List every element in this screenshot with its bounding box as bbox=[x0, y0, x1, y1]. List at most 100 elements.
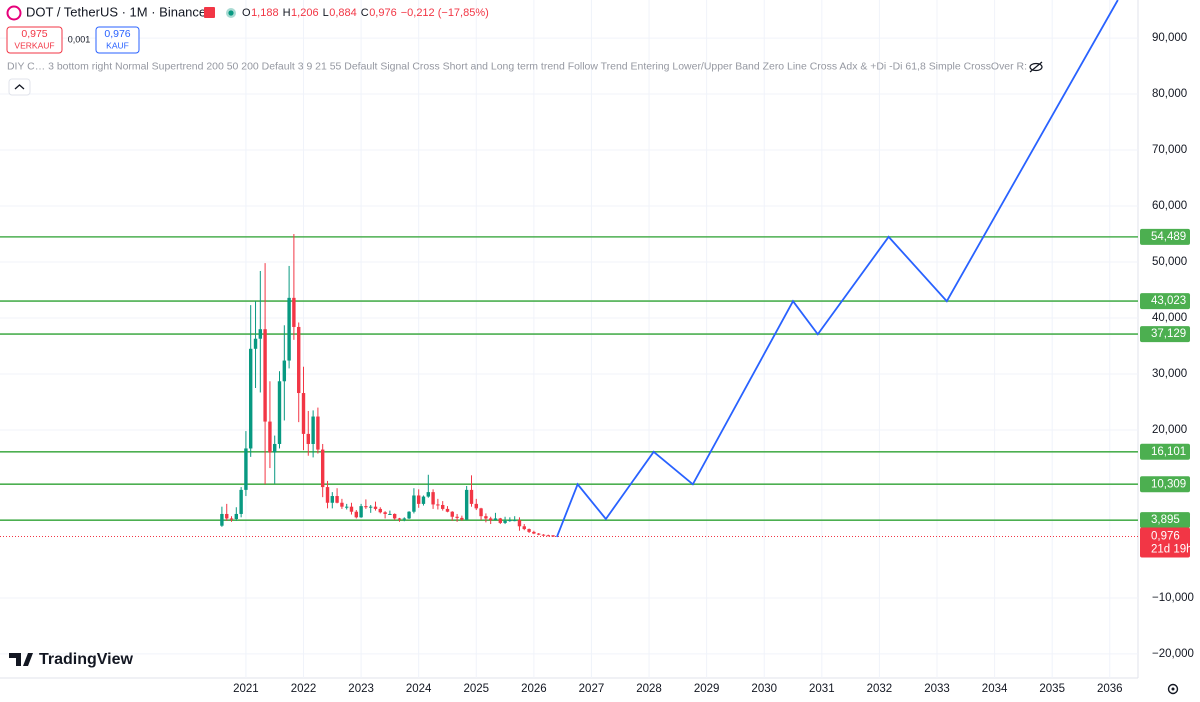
x-tick-label: 2028 bbox=[636, 683, 662, 695]
x-tick-label: 2031 bbox=[809, 683, 835, 695]
flag-icon[interactable] bbox=[204, 7, 215, 18]
level-label: 16,101 bbox=[1151, 446, 1186, 458]
candle-body bbox=[340, 502, 344, 507]
level-label-box bbox=[1140, 443, 1190, 460]
candle-body bbox=[445, 508, 450, 512]
symbol-icon bbox=[6, 5, 22, 21]
x-tick-label: 2034 bbox=[982, 683, 1008, 695]
candle-body bbox=[392, 513, 397, 519]
watermark-text: TradingView bbox=[39, 651, 134, 668]
visibility-icon[interactable] bbox=[1029, 61, 1043, 73]
candle-body bbox=[263, 329, 267, 422]
candle-body bbox=[431, 492, 435, 505]
x-tick-label: 2026 bbox=[521, 683, 547, 695]
candle-body bbox=[297, 326, 301, 394]
quote: O 1,188 H 1,206 L 0,884 C 0,976 −0,212 (−17,85%) bbox=[242, 7, 489, 19]
candle-body bbox=[522, 526, 526, 530]
candle-body bbox=[369, 506, 373, 508]
candle-body bbox=[488, 518, 493, 521]
quote-value: 1,188 bbox=[251, 7, 279, 19]
candle-body bbox=[325, 487, 330, 503]
candle-body bbox=[412, 495, 416, 512]
collapse-icon bbox=[14, 84, 25, 90]
watermark: TradingView bbox=[9, 651, 134, 668]
candle-body bbox=[416, 495, 421, 504]
last-price-countdown: 21d 19h bbox=[1151, 544, 1193, 556]
x-tick-label: 2029 bbox=[694, 683, 720, 695]
level-label: 37,129 bbox=[1151, 328, 1186, 340]
candle-body bbox=[532, 531, 536, 534]
candle-body bbox=[469, 489, 474, 504]
quote-key: O bbox=[242, 7, 251, 19]
x-tick-label: 2035 bbox=[1039, 683, 1065, 695]
x-tick-label: 2025 bbox=[463, 683, 489, 695]
candle-body bbox=[349, 506, 354, 512]
symbol-title: DOT / TetherUS · 1M · Binance bbox=[26, 4, 206, 19]
candle-body bbox=[378, 508, 382, 513]
candle-body bbox=[229, 518, 234, 520]
x-tick-label: 2021 bbox=[233, 683, 259, 695]
y-tick-label: 30,000 bbox=[1152, 368, 1187, 380]
candle-body bbox=[426, 492, 431, 497]
candle-body bbox=[436, 504, 440, 506]
grid bbox=[0, 0, 1138, 678]
candle-body bbox=[546, 535, 550, 537]
x-tick-label: 2022 bbox=[291, 683, 317, 695]
candle-body bbox=[407, 511, 411, 519]
candle-body bbox=[301, 393, 306, 434]
candle-body bbox=[354, 511, 359, 518]
x-tick-label: 2027 bbox=[579, 683, 605, 695]
candle-body bbox=[292, 297, 296, 327]
buy-button[interactable] bbox=[95, 26, 140, 54]
eye-slash bbox=[1029, 61, 1043, 73]
quote-value: 0,884 bbox=[329, 7, 357, 19]
y-tick-label: 60,000 bbox=[1152, 200, 1187, 212]
settings-icon[interactable] bbox=[1167, 683, 1179, 695]
level-label: 10,309 bbox=[1151, 478, 1186, 490]
plot-area bbox=[0, 0, 1138, 538]
quote-change: −0,212 (−17,85%) bbox=[401, 7, 489, 19]
collapse-button[interactable] bbox=[8, 78, 31, 96]
candle-body bbox=[373, 506, 378, 509]
candle-body bbox=[397, 518, 402, 520]
candle-body bbox=[455, 516, 459, 518]
level-label: 54,489 bbox=[1151, 231, 1186, 243]
axes: 90,000 80,000 70,000 60,000 50,000 40,000 30,0… bbox=[233, 32, 1194, 695]
x-tick-label: 2024 bbox=[406, 683, 432, 695]
y-tick-label: 50,000 bbox=[1152, 256, 1187, 268]
candle-body bbox=[508, 520, 512, 522]
x-tick-label: 2023 bbox=[348, 683, 374, 695]
quote-key: H bbox=[283, 7, 291, 19]
candle-body bbox=[383, 512, 387, 514]
sell-button[interactable] bbox=[6, 26, 63, 54]
level-label-box bbox=[1140, 228, 1190, 245]
candle-body bbox=[330, 496, 335, 503]
level-label-box bbox=[1140, 293, 1190, 310]
candle-body bbox=[273, 443, 277, 453]
candle-body bbox=[225, 513, 229, 519]
sell-label: VERKAUF bbox=[14, 40, 54, 50]
candle-body bbox=[450, 511, 454, 517]
candle-body bbox=[503, 520, 507, 523]
y-tick-label: 20,000 bbox=[1152, 424, 1187, 436]
quote-value: 1,206 bbox=[291, 7, 319, 19]
x-tick-label: 2032 bbox=[867, 683, 893, 695]
settings-icon-center bbox=[1171, 687, 1175, 691]
y-tick-label: 40,000 bbox=[1152, 312, 1187, 324]
spread: 0,001 bbox=[68, 34, 91, 44]
candle-body bbox=[253, 338, 258, 349]
candle-body bbox=[316, 416, 320, 450]
indicator-text: DIY C… 3 bottom right Normal Supertrend … bbox=[7, 62, 1027, 73]
x-tick-label: 2033 bbox=[924, 683, 950, 695]
projection-line bbox=[556, 0, 1119, 538]
candle-body bbox=[244, 448, 248, 490]
candle-body bbox=[248, 348, 253, 449]
level-label: 43,023 bbox=[1151, 295, 1186, 307]
candle-body bbox=[474, 503, 478, 509]
candle-body bbox=[220, 513, 224, 526]
quote-value: 0,976 bbox=[369, 7, 397, 19]
candle-body bbox=[541, 534, 546, 536]
level-label-box bbox=[1140, 512, 1190, 529]
candle-body bbox=[344, 506, 349, 508]
